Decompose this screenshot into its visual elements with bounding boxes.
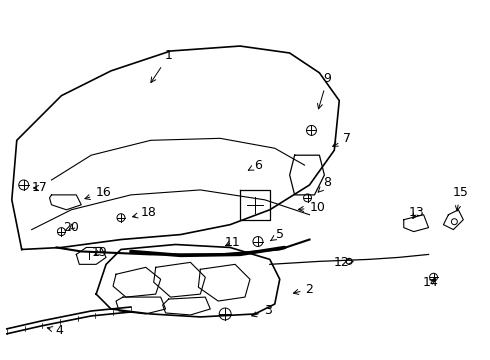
Text: 6: 6: [248, 159, 262, 172]
Text: 5: 5: [270, 228, 284, 241]
Text: 9: 9: [318, 72, 331, 109]
Text: 17: 17: [32, 181, 48, 194]
Text: 19: 19: [91, 246, 107, 259]
Text: 15: 15: [452, 186, 468, 211]
Text: 12: 12: [333, 256, 353, 269]
Text: 7: 7: [333, 132, 351, 147]
Text: 1: 1: [151, 49, 172, 82]
Text: 8: 8: [318, 176, 331, 192]
Text: 10: 10: [298, 201, 325, 214]
Text: 4: 4: [48, 324, 63, 337]
Text: 14: 14: [423, 276, 439, 289]
Text: 13: 13: [409, 206, 424, 219]
Text: 16: 16: [85, 186, 111, 199]
Text: 3: 3: [252, 305, 272, 318]
Text: 20: 20: [63, 221, 79, 234]
Text: 11: 11: [224, 236, 240, 249]
Text: 18: 18: [133, 206, 157, 219]
Text: 2: 2: [294, 283, 314, 296]
